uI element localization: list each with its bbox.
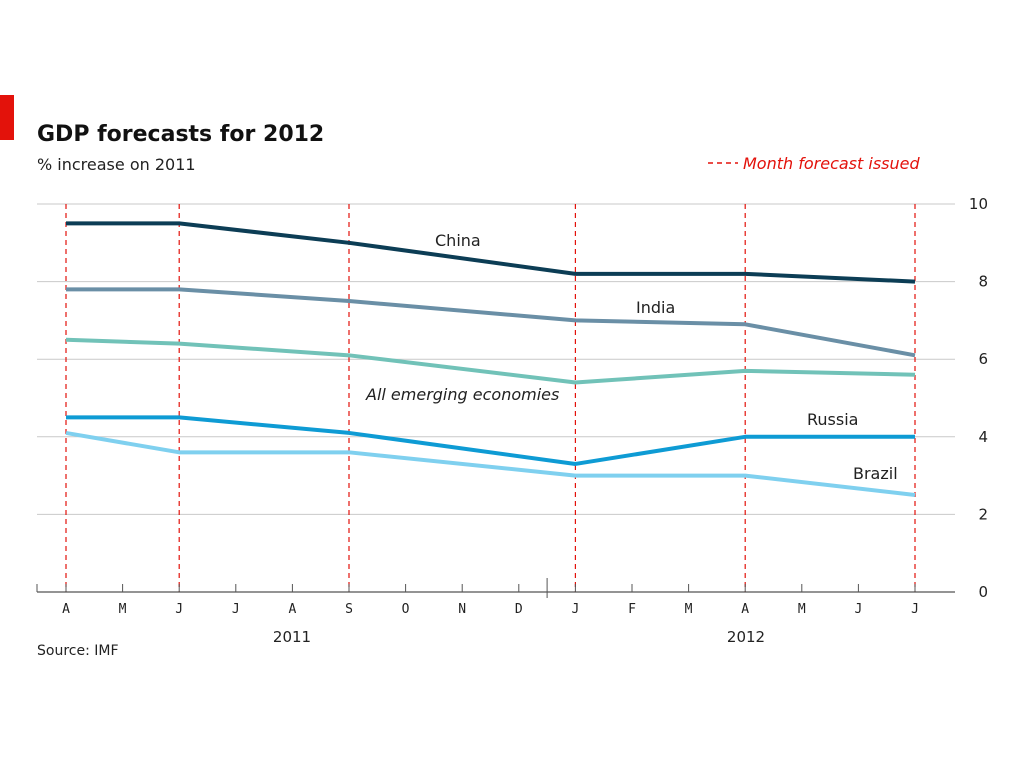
chart-subtitle: % increase on 2011 — [37, 155, 196, 174]
series-label-india: India — [636, 298, 675, 317]
x-tick-label: A — [288, 602, 296, 617]
series-label-china: China — [435, 231, 481, 250]
series-line-brazil — [65, 430, 916, 497]
x-tick-label: O — [402, 602, 410, 617]
series-line-russia — [66, 415, 915, 466]
x-tick-label: M — [685, 602, 693, 617]
series-label-brazil: Brazil — [853, 464, 898, 483]
y-tick-label: 4 — [978, 428, 988, 446]
series-label-russia: Russia — [807, 410, 858, 429]
grid — [37, 203, 955, 515]
x-axis — [36, 578, 955, 598]
series-line-india — [66, 287, 916, 358]
series-label-emerging: All emerging economies — [365, 385, 559, 404]
x-tick-label: F — [628, 602, 636, 617]
x-tick-label: M — [798, 602, 806, 617]
y-tick-label: 6 — [978, 350, 988, 368]
x-tick-label: A — [741, 602, 749, 617]
x-tick-label: J — [911, 602, 919, 617]
legend-label: Month forecast issued — [743, 154, 920, 173]
x-tick-label: S — [345, 602, 353, 617]
x-tick-label: M — [119, 602, 127, 617]
y-tick-label: 0 — [978, 583, 988, 601]
x-tick-label: J — [232, 602, 240, 617]
x-tick-label: D — [515, 602, 523, 617]
y-tick-label: 2 — [978, 505, 988, 523]
year-label-2011: 2011 — [273, 628, 311, 646]
series-group — [65, 221, 916, 497]
y-axis: 0 2 4 6 8 10 — [969, 195, 988, 601]
forecast-markers — [65, 204, 916, 592]
x-tick-label: J — [175, 602, 183, 617]
chart-title: GDP forecasts for 2012 — [37, 122, 324, 147]
brand-tab — [0, 95, 14, 140]
x-tick-label: N — [458, 602, 466, 617]
x-tick-label: J — [854, 602, 862, 617]
x-tick-label: J — [571, 602, 579, 617]
year-label-2012: 2012 — [727, 628, 765, 646]
y-tick-label: 8 — [978, 273, 988, 291]
series-line-all-emerging-economies — [65, 337, 916, 385]
y-tick-label: 10 — [969, 195, 988, 213]
source-note: Source: IMF — [37, 643, 119, 659]
x-tick-label: A — [62, 602, 70, 617]
series-line-china — [66, 221, 916, 284]
